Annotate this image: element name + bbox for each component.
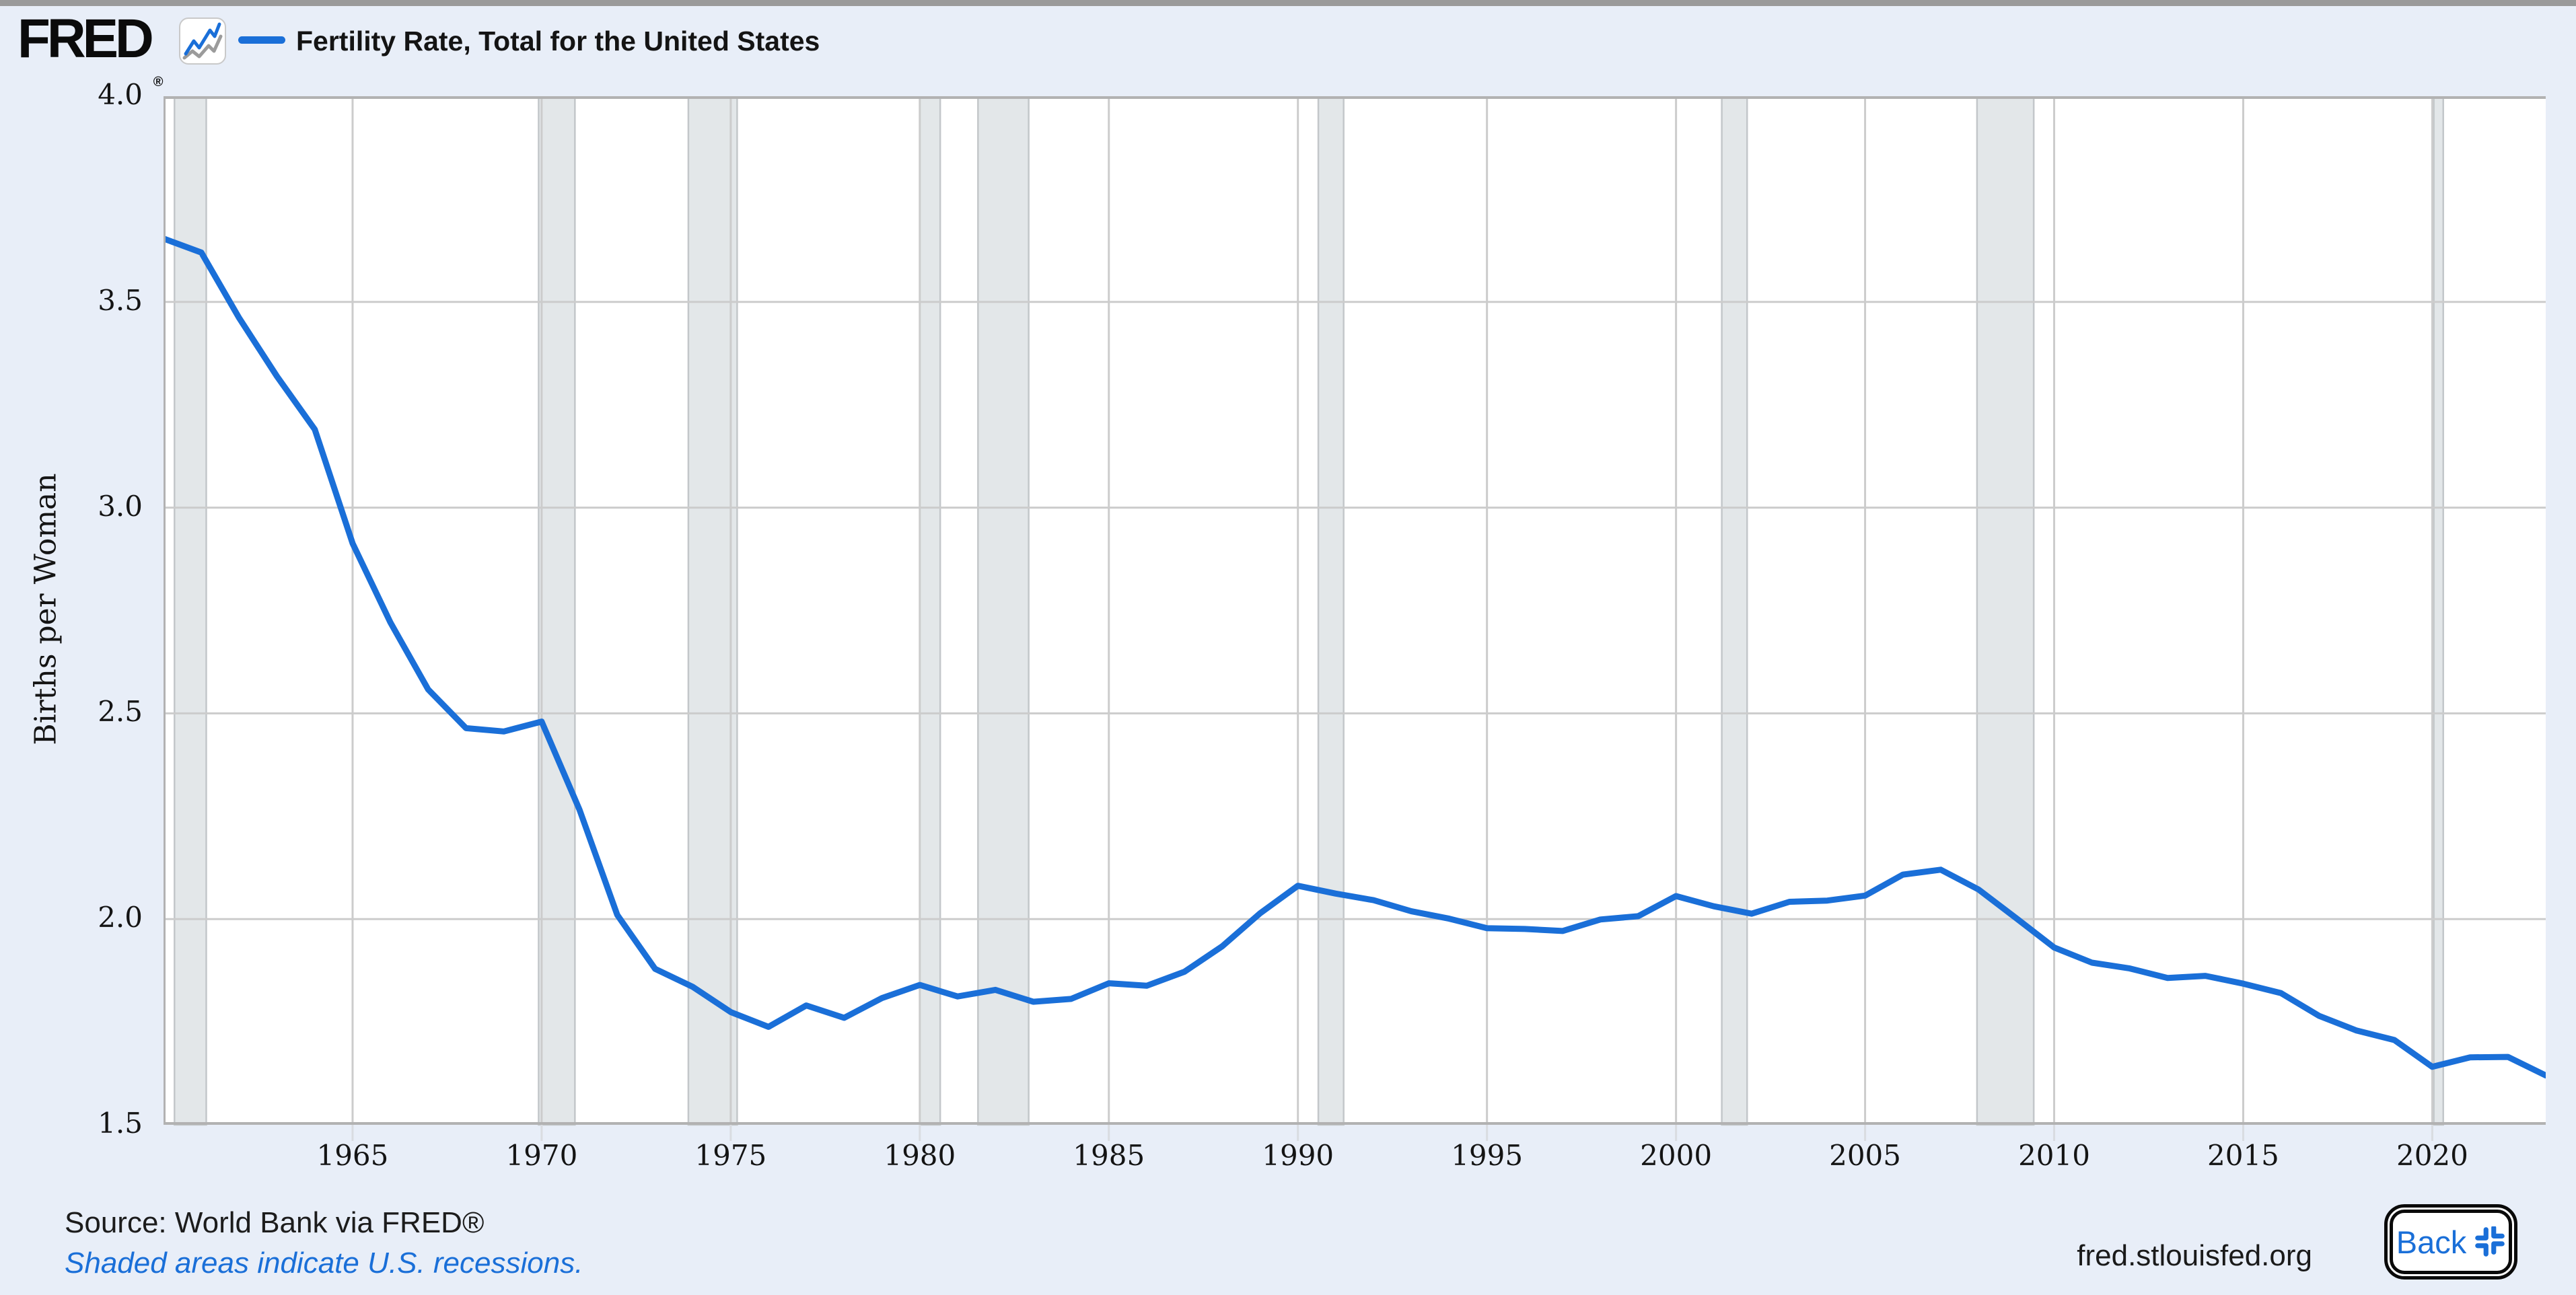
v-gridline bbox=[540, 96, 543, 1125]
recession-band bbox=[1721, 96, 1748, 1126]
x-tick-label: 2015 bbox=[2207, 1139, 2279, 1172]
registered-mark: ® bbox=[153, 74, 164, 89]
plot-area[interactable] bbox=[164, 96, 2546, 1162]
y-tick-label: 3.5 bbox=[98, 283, 143, 317]
x-tick-mark bbox=[351, 1125, 354, 1141]
h-gridline bbox=[164, 918, 2546, 920]
v-gridline bbox=[351, 96, 354, 1125]
v-gridline bbox=[729, 96, 732, 1125]
v-gridline bbox=[919, 96, 921, 1125]
x-tick-label: 1985 bbox=[1073, 1139, 1145, 1172]
recession-band bbox=[2433, 96, 2444, 1126]
y-tick-label: 1.5 bbox=[98, 1107, 143, 1140]
x-tick-label: 2005 bbox=[1829, 1139, 1901, 1172]
x-tick-mark bbox=[2242, 1125, 2244, 1141]
v-gridline bbox=[1297, 96, 1299, 1125]
recession-band bbox=[977, 96, 1030, 1126]
x-tick-mark bbox=[1108, 1125, 1110, 1141]
plot-background bbox=[164, 96, 2546, 1125]
recession-band bbox=[1976, 96, 2035, 1126]
window-top-strip bbox=[0, 0, 2576, 6]
x-tick-mark bbox=[2053, 1125, 2056, 1141]
y-tick-label: 3.0 bbox=[98, 489, 143, 523]
v-gridline bbox=[1864, 96, 1867, 1125]
recession-band bbox=[538, 96, 576, 1126]
site-url: fred.stlouisfed.org bbox=[2077, 1239, 2312, 1272]
h-gridline bbox=[164, 301, 2546, 303]
x-tick-mark bbox=[540, 1125, 543, 1141]
v-gridline bbox=[2431, 96, 2433, 1125]
x-tick-mark bbox=[1486, 1125, 1489, 1141]
x-tick-mark bbox=[1675, 1125, 1678, 1141]
x-tick-label: 1995 bbox=[1451, 1139, 1524, 1172]
v-gridline bbox=[1675, 96, 1678, 1125]
back-split-icon bbox=[2475, 1226, 2505, 1257]
plot-border-bottom bbox=[164, 1122, 2546, 1125]
y-axis-title: Births per Woman bbox=[28, 473, 63, 745]
fred-logo-text: FRED bbox=[17, 7, 154, 69]
legend-series-label: Fertility Rate, Total for the United Sta… bbox=[296, 26, 820, 57]
y-tick-label: 2.0 bbox=[98, 901, 143, 934]
x-tick-label: 1975 bbox=[694, 1139, 767, 1172]
recession-band bbox=[1317, 96, 1345, 1126]
x-tick-mark bbox=[2431, 1125, 2433, 1141]
recession-band bbox=[919, 96, 941, 1126]
v-gridline bbox=[1108, 96, 1110, 1125]
x-tick-label: 1970 bbox=[505, 1139, 578, 1172]
x-tick-mark bbox=[919, 1125, 921, 1141]
fertility-rate-line bbox=[164, 235, 2546, 1079]
v-gridline bbox=[2053, 96, 2056, 1125]
x-tick-label: 1965 bbox=[316, 1139, 389, 1172]
plot-border-top bbox=[164, 96, 2546, 99]
fred-chart-icon bbox=[179, 17, 226, 65]
back-button-inner: Back bbox=[2390, 1210, 2512, 1274]
source-line: Source: World Bank via FRED® bbox=[65, 1206, 485, 1239]
v-gridline bbox=[1486, 96, 1489, 1125]
x-tick-mark bbox=[1864, 1125, 1867, 1141]
h-gridline bbox=[164, 712, 2546, 714]
back-button[interactable]: Back bbox=[2384, 1204, 2517, 1280]
fred-logo: FRED® bbox=[17, 11, 164, 108]
y-tick-label: 4.0 bbox=[98, 78, 143, 111]
x-tick-label: 2020 bbox=[2396, 1139, 2468, 1172]
v-gridline bbox=[2242, 96, 2244, 1125]
recession-note: Shaded areas indicate U.S. recessions. bbox=[65, 1247, 583, 1280]
x-tick-mark bbox=[1297, 1125, 1299, 1141]
h-gridline bbox=[164, 507, 2546, 509]
x-tick-label: 1980 bbox=[884, 1139, 956, 1172]
y-tick-label: 2.5 bbox=[98, 695, 143, 729]
x-tick-mark bbox=[729, 1125, 732, 1141]
legend-line-swatch bbox=[238, 36, 285, 44]
back-button-label: Back bbox=[2396, 1224, 2467, 1260]
x-tick-label: 2010 bbox=[2018, 1139, 2090, 1172]
plot-border-left bbox=[164, 96, 166, 1125]
x-tick-label: 1990 bbox=[1262, 1139, 1334, 1172]
x-tick-label: 2000 bbox=[1640, 1139, 1713, 1172]
